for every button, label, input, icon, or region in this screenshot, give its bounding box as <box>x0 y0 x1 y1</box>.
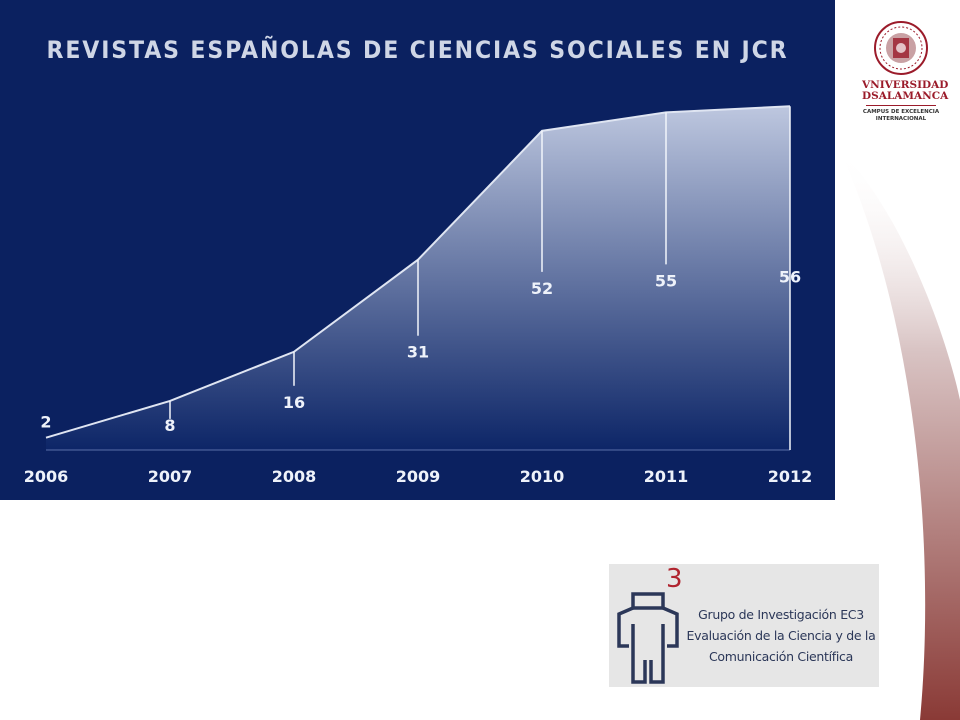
chart-title: REVISTAS ESPAÑOLAS DE CIENCIAS SOCIALES … <box>46 36 789 64</box>
data-label-2008: 16 <box>283 393 305 412</box>
area-chart: 2 8 16 31 52 55 56 2006 2007 2008 2009 2010 2011 201… <box>24 105 813 486</box>
data-label-2006: 2 <box>40 413 51 432</box>
ec3-superscript: 3 <box>666 564 683 594</box>
university-logo: VNIVERSIDAD DSALAMANCA CAMPUS DE EXCELEN… <box>862 20 949 122</box>
x-tick-label-2008: 2008 <box>272 467 317 486</box>
university-divider <box>866 105 936 106</box>
x-tick-label-2007: 2007 <box>148 467 193 486</box>
ec3-group-name: Grupo de Investigación EC3 Evaluación de… <box>686 607 876 664</box>
data-label-2007: 8 <box>164 416 175 435</box>
chart-panel: REVISTAS ESPAÑOLAS DE CIENCIAS SOCIALES … <box>0 0 835 500</box>
university-seal-icon <box>874 21 928 75</box>
university-name: VNIVERSIDAD DSALAMANCA <box>862 79 949 102</box>
university-subtitle: CAMPUS DE EXCELENCIA INTERNACIONAL <box>862 109 940 122</box>
data-label-2009: 31 <box>407 343 429 362</box>
x-tick-label-2012: 2012 <box>768 467 813 486</box>
x-tick-label-2011: 2011 <box>644 467 689 486</box>
data-label-2010: 52 <box>531 279 553 298</box>
data-label-2012: 56 <box>779 267 801 286</box>
ec3-figure-icon <box>617 592 679 684</box>
ec3-group-logo: 3 Grupo de Investigación EC3 Evaluación … <box>609 564 879 687</box>
x-tick-label-2010: 2010 <box>520 467 565 486</box>
x-tick-label-2006: 2006 <box>24 467 69 486</box>
x-tick-label-2009: 2009 <box>396 467 441 486</box>
data-label-2011: 55 <box>655 271 677 290</box>
